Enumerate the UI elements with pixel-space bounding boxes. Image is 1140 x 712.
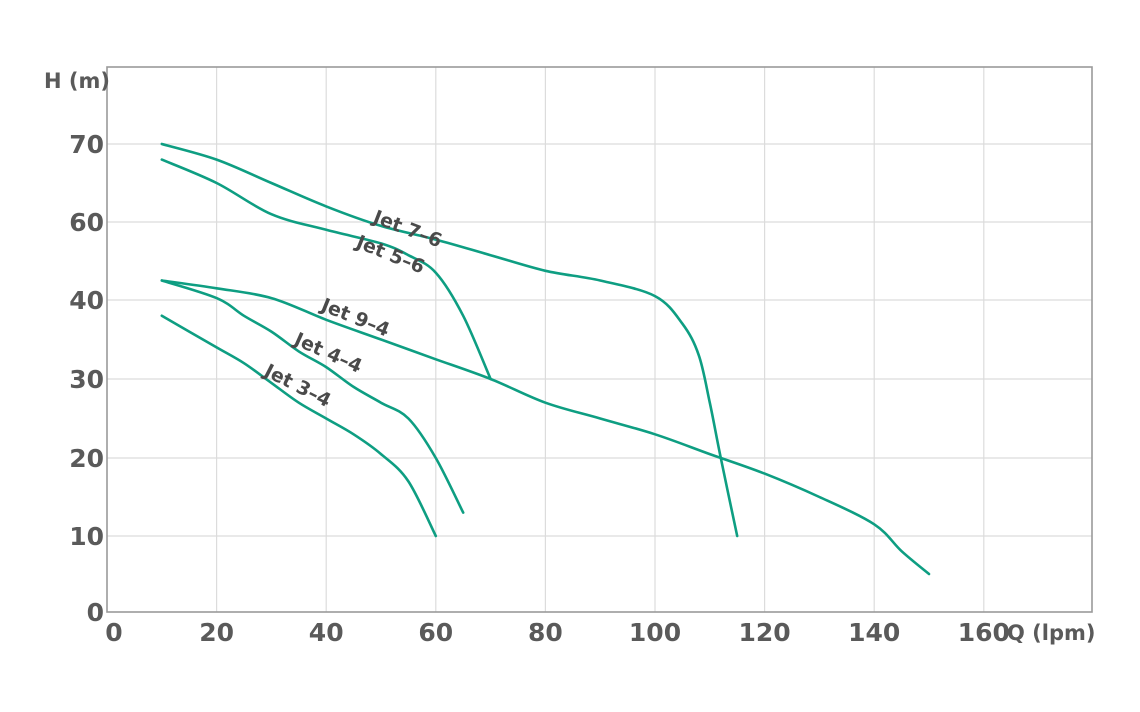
y-tick-label: 10 xyxy=(69,522,104,551)
y-tick-label: 30 xyxy=(69,365,104,394)
x-tick-label: 80 xyxy=(528,618,563,647)
series-line-1 xyxy=(160,158,492,381)
x-tick-label: 20 xyxy=(199,618,234,647)
y-tick-label: 70 xyxy=(69,130,104,159)
grid xyxy=(107,67,1092,612)
x-tick-label: 60 xyxy=(418,618,453,647)
x-tick-labels: 0 20 40 60 80 100 120 140 160 xyxy=(105,618,1010,647)
x-tick-label: 140 xyxy=(848,618,900,647)
x-tick-label: 160 xyxy=(958,618,1010,647)
curves xyxy=(160,142,931,576)
series-line-0 xyxy=(160,142,739,538)
series-line-3 xyxy=(160,279,465,514)
series-label: Jet 3–4 xyxy=(259,359,335,412)
y-tick-label: 60 xyxy=(69,208,104,237)
y-tick-label: 20 xyxy=(69,444,104,473)
series-label: Jet 4–4 xyxy=(289,328,365,378)
y-tick-labels: 0 10 20 30 40 60 70 xyxy=(69,130,104,627)
x-tick-label: 40 xyxy=(309,618,344,647)
y-axis-label: H (m) xyxy=(44,69,110,93)
x-tick-label: 0 xyxy=(105,618,122,647)
plot-frame xyxy=(106,66,1093,613)
x-tick-label: 120 xyxy=(739,618,791,647)
series-label: Jet 9–4 xyxy=(316,293,392,341)
y-tick-label: 40 xyxy=(69,286,104,315)
series-line-4 xyxy=(160,314,438,538)
series-line-2 xyxy=(160,279,931,576)
y-tick-label: 0 xyxy=(87,598,104,627)
x-axis-label: Q (lpm) xyxy=(1007,621,1095,645)
x-tick-label: 100 xyxy=(629,618,681,647)
